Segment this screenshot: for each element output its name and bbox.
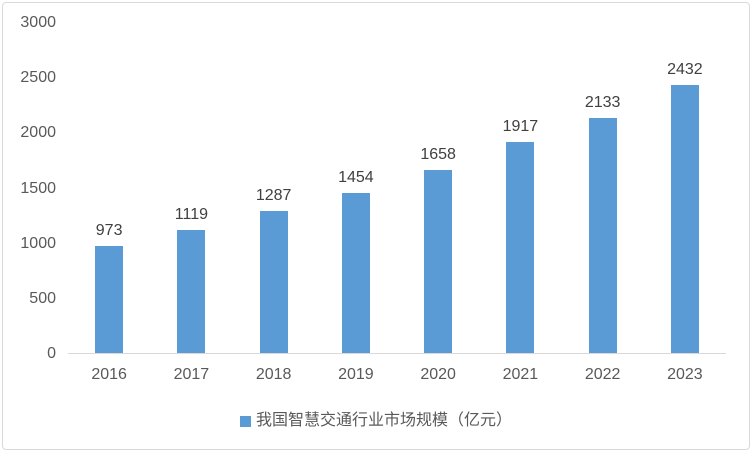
bar [670,84,699,353]
bar-value-label: 1917 [502,117,539,135]
bar [259,211,288,353]
x-axis: 2016 2017 2018 2019 2020 2021 2022 2023 [68,366,726,386]
x-tick-label: 2016 [91,366,127,383]
bar [95,245,124,353]
legend-marker-icon [239,415,251,427]
bar-value-label: 973 [95,221,123,239]
y-tick-label: 0 [47,345,56,362]
legend-label: 我国智慧交通行业市场规模（亿元） [255,412,512,429]
x-tick-label: 2020 [420,366,456,383]
y-tick-label: 3000 [20,14,56,31]
y-tick-label: 2500 [20,69,56,87]
x-tick-label: 2018 [255,366,292,383]
y-tick-label: 500 [29,289,56,307]
bar-value-label: 2432 [667,60,703,78]
bar [341,192,370,353]
y-tick-label: 2000 [20,124,56,142]
bar [177,229,206,353]
x-tick-label: 2022 [584,366,621,383]
x-tick-label: 2017 [173,366,210,383]
x-tick-label: 2023 [667,366,703,383]
bar-value-label: 2133 [584,93,621,111]
bar-value-label: 1287 [255,187,292,205]
bar-value-label: 1454 [338,168,374,186]
plot-area: 973 1119 1287 1454 1658 1917 2133 2432 [68,23,726,354]
bar [588,117,617,353]
bar [506,141,535,353]
x-tick-label: 2021 [502,366,539,383]
x-tick-label: 2019 [338,366,374,383]
y-tick-label: 1500 [20,179,56,197]
y-axis: 0 500 1000 1500 2000 2500 3000 [0,0,56,452]
bar-value-label: 1119 [174,205,208,223]
y-tick-label: 1000 [20,234,56,252]
legend: 我国智慧交通行业市场规模（亿元） [0,412,752,430]
bar [424,170,453,353]
bar-value-label: 1658 [420,146,456,164]
